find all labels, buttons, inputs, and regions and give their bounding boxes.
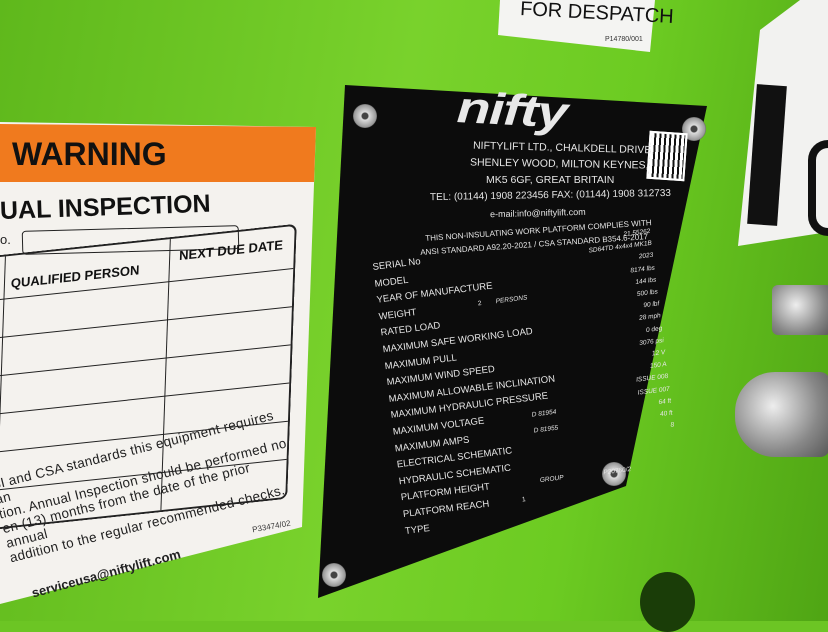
plate-label: MODEL <box>374 274 409 290</box>
plate-label: RATED LOAD <box>380 320 441 339</box>
plate-label: WEIGHT <box>378 306 418 323</box>
field-label: o. <box>0 232 11 247</box>
plate-label: MAXIMUM PULL <box>384 352 458 372</box>
bolt-icon <box>322 563 346 587</box>
persons-count: 2 <box>477 299 482 308</box>
warning-header <box>0 124 316 182</box>
table-row <box>0 306 292 339</box>
diagram-letter <box>808 140 828 236</box>
hydraulic-fitting <box>772 285 828 335</box>
address-line: MK5 6GF, GREAT BRITAIN <box>486 174 615 186</box>
plate-part-code: P20760/2 <box>602 466 632 477</box>
plate-spec-table: SERIAL No MODEL YEAR OF MANUFACTURE WEIG… <box>372 228 685 550</box>
despatch-part-code: P14780/001 <box>605 36 643 43</box>
type-value: 1 <box>521 496 527 504</box>
warning-title: WARNING <box>12 136 167 172</box>
column-header: NEXT DUE DATE <box>178 237 284 264</box>
hydraulic-fitting <box>735 372 828 457</box>
electrical-schematic-no: D 81954 <box>531 408 557 419</box>
hydraulic-schematic-no: D 81955 <box>533 424 559 435</box>
nifty-logo: nifty <box>455 83 569 138</box>
table-row <box>0 344 291 377</box>
table-row <box>0 382 290 415</box>
persons-label: PERSONS <box>495 294 528 306</box>
plate-label: TYPE <box>404 522 431 537</box>
group-label: GROUP <box>539 474 564 485</box>
bolt-icon <box>353 104 377 128</box>
bolt-icon <box>602 462 626 486</box>
address-line: e-mail:info@niftylift.com <box>489 206 586 220</box>
panel-hole <box>640 572 695 632</box>
